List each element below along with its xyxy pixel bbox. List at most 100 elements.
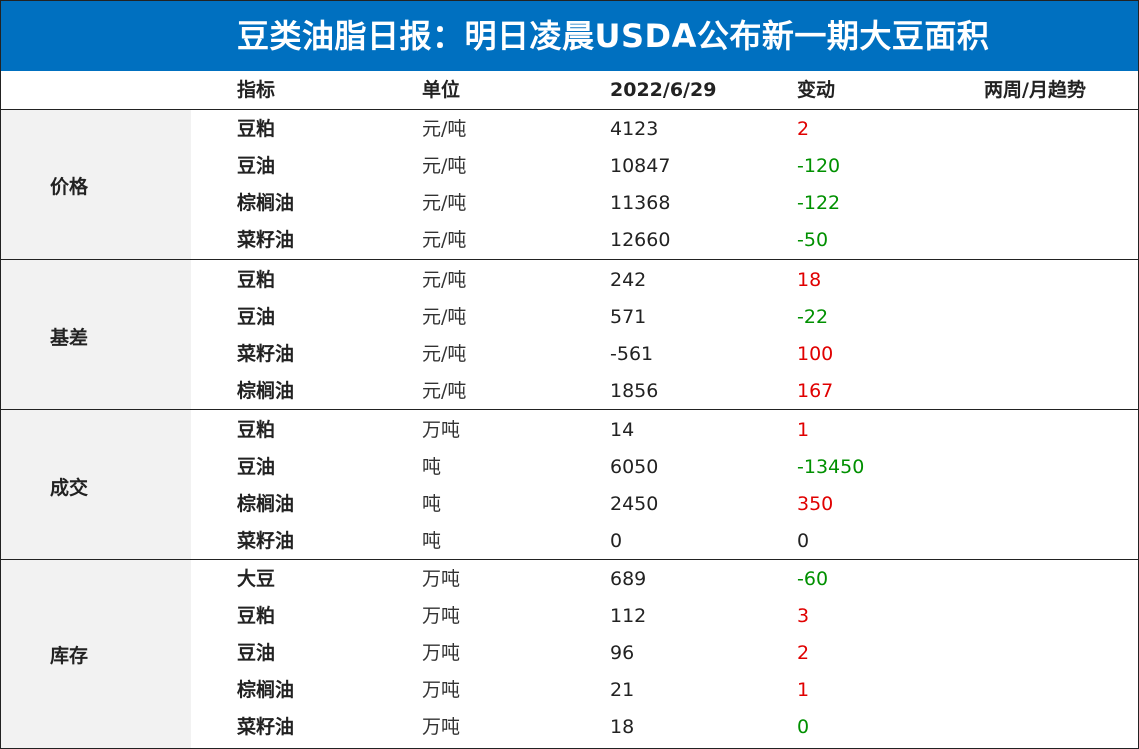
row-unit: 吨 [422,530,442,552]
table-row: 菜籽油 元/吨 12660 -50 [1,222,1138,259]
row-value: 18 [610,716,635,738]
row-value: -561 [610,343,654,365]
table-row: 豆粕 元/吨 4123 2 [1,111,1138,148]
row-name: 豆粕 [237,269,276,291]
header-change: 变动 [797,79,836,101]
row-unit: 元/吨 [422,380,467,402]
table-row: 棕榈油 万吨 21 1 [1,672,1138,709]
header-trend: 两周/月趋势 [984,79,1086,101]
row-change: 0 [797,716,810,738]
row-name: 菜籽油 [237,530,295,552]
category-label: 价格 [50,176,89,198]
row-value: 242 [610,269,647,291]
row-unit: 万吨 [422,568,461,590]
row-value: 11368 [610,192,671,214]
row-unit: 万吨 [422,716,461,738]
row-unit: 元/吨 [422,229,467,251]
row-name: 豆油 [237,155,276,177]
row-change: 2 [797,642,810,664]
table-row: 棕榈油 元/吨 1856 167 [1,373,1138,410]
table-row: 棕榈油 元/吨 11368 -122 [1,185,1138,222]
row-value: 10847 [610,155,671,177]
row-change: 167 [797,380,834,402]
section-2: 成交 豆粕 万吨 14 1 豆油吨 6050 -13450 棕榈油吨 2450 350 菜籽油吨 0 0 [1,410,1138,560]
table-row: 大豆 万吨 689 -60 [1,561,1138,598]
row-unit: 元/吨 [422,155,467,177]
row-unit: 万吨 [422,679,461,701]
table-row: 棕榈油 吨 2450 350 [1,486,1138,523]
page-title: 豆类油脂日报：明日凌晨USDA公布新一期大豆面积 [1,1,1138,71]
row-name: 豆油 [237,642,276,664]
row-value: 0 [610,530,623,552]
row-name: 棕榈油 [237,192,295,214]
table-header: 指标 单位 2022/6/29 变动 两周/月趋势 [1,71,1138,110]
table-row: 豆油 万吨 96 2 [1,635,1138,672]
row-change: 350 [797,493,834,515]
row-value: 112 [610,605,647,627]
table-row: 豆粕 元/吨 242 18 [1,262,1138,299]
category-label: 基差 [50,327,89,349]
row-unit: 元/吨 [422,269,467,291]
row-unit: 元/吨 [422,343,467,365]
section-0: 价格 豆粕 元/吨 4123 2 豆油 元/吨 10847 -120 棕榈油 元/吨 11368 -12… [1,110,1138,260]
row-change: 0 [797,530,810,552]
category-cell [1,560,191,748]
row-value: 12660 [610,229,671,251]
header-date: 2022/6/29 [610,79,717,101]
row-name: 菜籽油 [237,716,295,738]
row-name: 棕榈油 [237,380,295,402]
table-row: 豆油 元/吨 571 -22 [1,299,1138,336]
row-unit: 元/吨 [422,306,467,328]
row-name: 棕榈油 [237,493,295,515]
row-change: 18 [797,269,822,291]
row-name: 豆粕 [237,419,276,441]
row-change: -120 [797,155,841,177]
row-name: 大豆 [237,568,276,590]
row-name: 豆粕 [237,118,276,140]
category-cell [1,410,191,559]
row-value: 1856 [610,380,659,402]
category-label: 成交 [50,477,89,499]
row-value: 571 [610,306,647,328]
row-change: 1 [797,419,810,441]
row-change: -60 [797,568,829,590]
section-3: 库存 大豆 万吨 689 -60 豆粕 万吨 112 3 豆油 万吨 96 2 棕榈油 万吨 21 1 菜籽油 万吨… [1,560,1138,748]
row-change: -22 [797,306,829,328]
row-name: 豆粕 [237,605,276,627]
row-value: 4123 [610,118,659,140]
row-value: 689 [610,568,647,590]
row-change: -122 [797,192,841,214]
row-value: 14 [610,419,635,441]
section-1: 基差 豆粕 元/吨 242 18 豆油 元/吨 571 -22 菜籽油 元/吨 -561 100 棕榈油元… [1,260,1138,410]
row-value: 21 [610,679,635,701]
row-name: 菜籽油 [237,229,295,251]
row-unit: 吨 [422,456,442,478]
row-unit: 万吨 [422,605,461,627]
table-row: 豆油 元/吨 10847 -120 [1,148,1138,185]
header-indicator: 指标 [237,79,276,101]
row-change: 100 [797,343,834,365]
row-change: 2 [797,118,810,140]
row-change: 3 [797,605,810,627]
row-unit: 元/吨 [422,192,467,214]
table-row: 菜籽油 万吨 18 0 [1,709,1138,746]
table-row: 豆粕 万吨 112 3 [1,598,1138,635]
table-row: 菜籽油 吨 0 0 [1,523,1138,560]
row-change: -13450 [797,456,865,478]
row-value: 2450 [610,493,659,515]
row-name: 豆油 [237,306,276,328]
category-cell [1,260,191,409]
row-name: 棕榈油 [237,679,295,701]
row-value: 96 [610,642,635,664]
row-value: 6050 [610,456,659,478]
category-cell [1,110,191,259]
header-unit: 单位 [422,79,461,101]
row-unit: 万吨 [422,642,461,664]
category-label: 库存 [50,644,89,667]
row-name: 菜籽油 [237,343,295,365]
row-change: 1 [797,679,810,701]
table-row: 豆粕 万吨 14 1 [1,412,1138,449]
table-row: 豆油 吨 6050 -13450 [1,449,1138,486]
row-unit: 吨 [422,493,442,515]
